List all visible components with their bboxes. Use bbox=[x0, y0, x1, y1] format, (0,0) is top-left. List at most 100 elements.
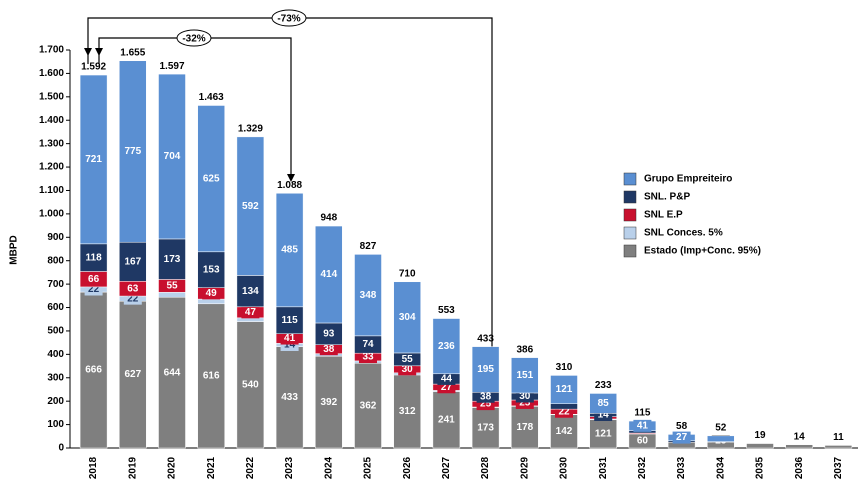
data-label: 63 bbox=[127, 283, 139, 294]
data-label: 392 bbox=[320, 397, 337, 408]
data-label: 74 bbox=[362, 339, 374, 350]
data-label: 60 bbox=[637, 436, 649, 447]
data-label: 118 bbox=[86, 252, 103, 263]
bar-segment bbox=[551, 404, 578, 409]
total-label: 553 bbox=[438, 305, 455, 316]
y-tick-label: 1.300 bbox=[39, 138, 64, 149]
y-tick-label: 1.600 bbox=[39, 68, 64, 79]
data-label: 414 bbox=[320, 269, 337, 280]
data-label: 362 bbox=[360, 400, 377, 411]
data-label: 142 bbox=[556, 426, 573, 437]
x-tick-label: 2032 bbox=[637, 456, 648, 479]
data-label: 27 bbox=[676, 432, 688, 443]
x-tick-label: 2029 bbox=[519, 456, 530, 479]
y-tick-label: 1.700 bbox=[39, 45, 64, 56]
x-tick-label: 2023 bbox=[284, 456, 295, 479]
y-tick-label: 200 bbox=[47, 396, 64, 407]
annotation: -73% bbox=[277, 14, 300, 25]
total-label: 1.655 bbox=[120, 47, 145, 58]
x-tick-label: 2037 bbox=[833, 456, 844, 479]
total-label: 1.597 bbox=[159, 61, 184, 72]
data-label: 178 bbox=[516, 422, 533, 433]
data-label: 41 bbox=[637, 421, 649, 432]
data-label: 115 bbox=[282, 315, 299, 326]
data-label: 151 bbox=[516, 370, 533, 381]
data-label: 348 bbox=[360, 290, 377, 301]
data-label: 304 bbox=[399, 312, 416, 323]
total-label: 710 bbox=[399, 268, 416, 279]
data-label: 195 bbox=[477, 364, 494, 375]
data-label: 93 bbox=[323, 329, 335, 340]
data-label: 55 bbox=[402, 354, 414, 365]
x-tick-label: 2033 bbox=[676, 456, 687, 479]
y-tick-label: 400 bbox=[47, 349, 64, 360]
legend-swatch bbox=[624, 227, 636, 239]
y-axis-label: MBPD bbox=[9, 235, 20, 264]
legend-label: Grupo Empreiteiro bbox=[644, 174, 732, 185]
legend-label: Estado (Imp+Conc. 95%) bbox=[644, 246, 761, 257]
data-label: 55 bbox=[166, 281, 178, 292]
x-tick-label: 2021 bbox=[206, 456, 217, 479]
bar-segment bbox=[198, 299, 225, 304]
x-tick-label: 2035 bbox=[755, 456, 766, 479]
x-tick-label: 2024 bbox=[323, 456, 334, 479]
y-tick-label: 1.100 bbox=[39, 185, 64, 196]
data-label: 616 bbox=[203, 371, 220, 382]
x-tick-label: 2020 bbox=[167, 456, 178, 479]
legend-swatch bbox=[624, 209, 636, 221]
data-label: 85 bbox=[598, 398, 610, 409]
y-tick-label: 1.000 bbox=[39, 209, 64, 220]
data-label: 485 bbox=[281, 245, 298, 256]
data-label: 134 bbox=[242, 286, 259, 297]
legend-swatch bbox=[624, 245, 636, 257]
x-tick-label: 2030 bbox=[559, 456, 570, 479]
bar-segment bbox=[237, 318, 264, 322]
y-tick-label: 0 bbox=[58, 443, 64, 454]
data-label: 627 bbox=[124, 369, 141, 380]
x-tick-label: 2034 bbox=[715, 456, 726, 479]
data-label: 49 bbox=[206, 288, 218, 299]
total-label: 52 bbox=[715, 422, 727, 433]
data-label: 236 bbox=[438, 341, 455, 352]
bar-segment bbox=[786, 445, 813, 448]
total-label: 827 bbox=[360, 241, 377, 252]
data-label: 666 bbox=[85, 365, 102, 376]
legend-swatch bbox=[624, 191, 636, 203]
total-label: 58 bbox=[676, 421, 688, 432]
y-tick-label: 900 bbox=[47, 232, 64, 243]
data-label: 38 bbox=[480, 391, 492, 402]
y-tick-label: 800 bbox=[47, 255, 64, 266]
data-label: 173 bbox=[477, 422, 494, 433]
y-tick-label: 100 bbox=[47, 419, 64, 430]
total-label: 233 bbox=[595, 380, 612, 391]
y-tick-label: 700 bbox=[47, 279, 64, 290]
y-tick-label: 600 bbox=[47, 302, 64, 313]
x-tick-label: 2018 bbox=[88, 456, 99, 479]
bar-segment bbox=[707, 436, 734, 442]
data-label: 153 bbox=[203, 264, 220, 275]
data-label: 121 bbox=[556, 384, 573, 395]
total-label: 115 bbox=[634, 408, 651, 419]
data-label: 121 bbox=[595, 428, 612, 439]
data-label: 312 bbox=[399, 406, 416, 417]
total-label: 310 bbox=[556, 362, 573, 373]
data-label: 44 bbox=[441, 374, 453, 385]
total-label: 14 bbox=[794, 431, 806, 442]
data-label: 167 bbox=[124, 256, 141, 267]
x-tick-label: 2019 bbox=[127, 456, 138, 479]
total-label: 11 bbox=[833, 432, 844, 443]
legend-label: SNL E.P bbox=[644, 210, 683, 221]
total-label: 433 bbox=[477, 333, 494, 344]
legend-label: SNL Conces. 5% bbox=[644, 228, 723, 239]
data-label: 241 bbox=[438, 414, 455, 425]
total-label: 386 bbox=[516, 344, 533, 355]
data-label: 721 bbox=[85, 154, 102, 165]
x-tick-label: 2022 bbox=[245, 456, 256, 479]
total-label: 19 bbox=[754, 430, 766, 441]
x-tick-label: 2036 bbox=[794, 456, 805, 479]
data-label: 433 bbox=[281, 392, 298, 403]
legend-swatch bbox=[624, 173, 636, 185]
total-label: 1.463 bbox=[199, 92, 224, 103]
